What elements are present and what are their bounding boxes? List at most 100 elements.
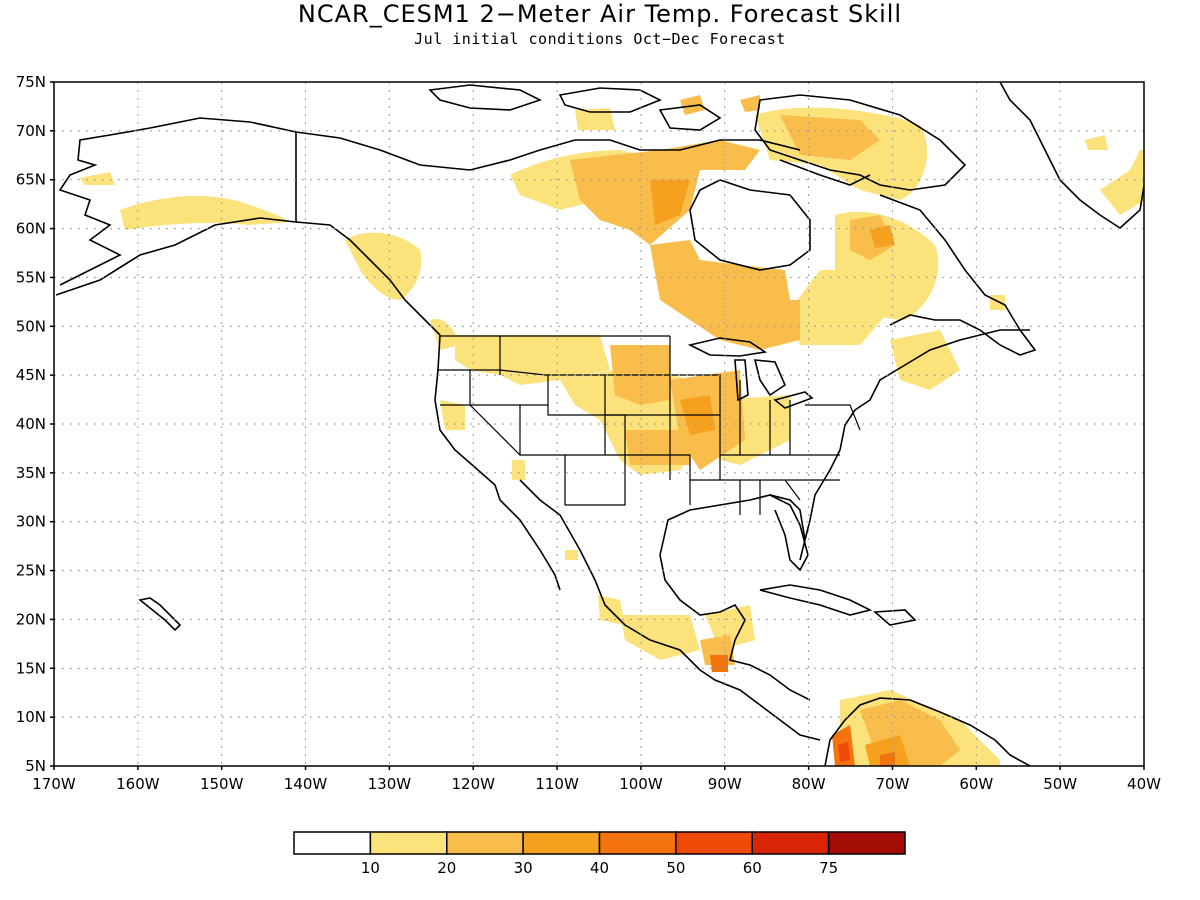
lat-label: 70N	[16, 122, 46, 140]
coast-arctic-isl3	[658, 104, 722, 131]
coast-cuba	[759, 584, 873, 616]
coast-labrador	[879, 194, 1037, 356]
lat-label: 55N	[16, 268, 46, 286]
shade-montana	[455, 335, 610, 385]
lon-label: 140W	[284, 775, 328, 793]
shade-ca	[440, 400, 465, 430]
shade-alaska-north	[80, 172, 115, 185]
coast-lake-erie	[773, 391, 814, 409]
coast-arctic-isl1	[428, 84, 543, 111]
shade-arctic-isl	[575, 108, 615, 130]
shade-greenland-e	[1085, 135, 1108, 150]
lat-label: 40N	[16, 415, 46, 433]
colorbar-label: 10	[361, 859, 380, 877]
lat-label: 75N	[16, 73, 46, 91]
coast-lake-michigan	[734, 359, 749, 402]
lon-label: 170W	[32, 775, 76, 793]
colorbar-label: 50	[666, 859, 685, 877]
shade-nf	[990, 295, 1005, 310]
lon-label: 40W	[1127, 775, 1161, 793]
coast-alaska	[55, 117, 297, 296]
colorbar-label: 75	[819, 859, 838, 877]
lon-label: 150W	[200, 775, 244, 793]
coast-hudson	[689, 179, 811, 271]
shade-kansas	[625, 430, 690, 465]
lat-label: 30N	[16, 513, 46, 531]
coast-greenland	[999, 82, 1144, 230]
coast-mexico-east	[659, 554, 811, 701]
colorbar-label: 20	[437, 859, 456, 877]
coast-baffin	[754, 94, 967, 191]
shade-baffin-core	[780, 115, 880, 160]
lat-label: 65N	[16, 171, 46, 189]
coast-lake-superior	[687, 337, 768, 357]
lat-label: 60N	[16, 220, 46, 238]
colorbar-swatch	[751, 831, 830, 855]
shade-ontario	[720, 300, 800, 350]
coast-gulf	[659, 494, 806, 561]
coast-us-west	[434, 334, 501, 501]
lon-label: 130W	[368, 775, 412, 793]
shade-bc-coast	[345, 232, 422, 300]
lon-label: 90W	[708, 775, 742, 793]
map-title: NCAR_CESM1 2−Meter Air Temp. Forecast Sk…	[297, 0, 903, 28]
coast-us-east	[804, 329, 1030, 541]
coast-florida	[769, 494, 809, 572]
lat-label: 15N	[16, 659, 46, 677]
coast-hudson-strait	[779, 159, 871, 186]
shade-nunavut	[680, 95, 705, 115]
axes: 75N 70N 65N 60N 55N 50N 45N 40N 35N 30N 25N 20N 15N 1…	[16, 73, 1161, 793]
lat-label: 50N	[16, 317, 46, 335]
shade-colombia-core	[838, 742, 850, 762]
shade-baja	[565, 550, 578, 560]
coast-baja	[499, 499, 561, 591]
lon-label: 100W	[619, 775, 663, 793]
lon-label: 80W	[792, 775, 826, 793]
shade-hudson-core	[650, 180, 690, 225]
colorbar-swatch	[369, 831, 448, 855]
lon-label: 120W	[451, 775, 495, 793]
colorbar-swatch	[293, 831, 372, 855]
gridlines	[54, 82, 1144, 766]
colorbar-swatch	[522, 831, 601, 855]
colorbar: 10 20 30 40 50 60 75	[293, 831, 906, 877]
coast-hawaii	[138, 597, 182, 632]
state-boundaries	[437, 335, 861, 515]
skill-shading	[80, 95, 1144, 766]
shade-alaska	[120, 195, 290, 230]
coast-arctic-isl2	[558, 87, 662, 113]
shade-maritimes	[890, 330, 960, 390]
coast-canada-north	[295, 131, 801, 171]
coastlines	[55, 82, 1144, 766]
colorbar-swatch	[598, 831, 677, 855]
colorbar-label: 30	[514, 859, 533, 877]
coast-hispaniola	[873, 609, 917, 626]
shade-greenland-se	[1100, 150, 1144, 215]
lat-label: 45N	[16, 366, 46, 384]
colorbar-label: 40	[590, 859, 609, 877]
lon-label: 110W	[535, 775, 579, 793]
lon-label: 50W	[1043, 775, 1077, 793]
coast-bc	[295, 221, 441, 336]
lat-label: 35N	[16, 464, 46, 482]
coast-lake-huron	[753, 359, 787, 397]
lon-label: 60W	[959, 775, 993, 793]
shade-pacific-nw	[430, 319, 460, 350]
lat-label: 10N	[16, 708, 46, 726]
shade-mexico-s	[620, 615, 700, 660]
coast-mexico-gulf-cal	[519, 479, 821, 741]
map-subtitle: Jul initial conditions Oct−Dec Forecast	[414, 30, 786, 48]
lat-label: 25N	[16, 562, 46, 580]
shade-sa-dark	[865, 735, 910, 766]
lon-label: 160W	[116, 775, 160, 793]
shade-venezuela	[880, 752, 895, 766]
colorbar-swatch	[827, 831, 906, 855]
lon-label: 70W	[876, 775, 910, 793]
shade-quebec-dark	[870, 225, 895, 248]
shade-quebec	[790, 270, 890, 345]
shade-nunavut2	[740, 95, 760, 112]
colorbar-label: 60	[743, 859, 762, 877]
shade-az	[512, 460, 525, 480]
coast-south-america	[824, 697, 1031, 766]
